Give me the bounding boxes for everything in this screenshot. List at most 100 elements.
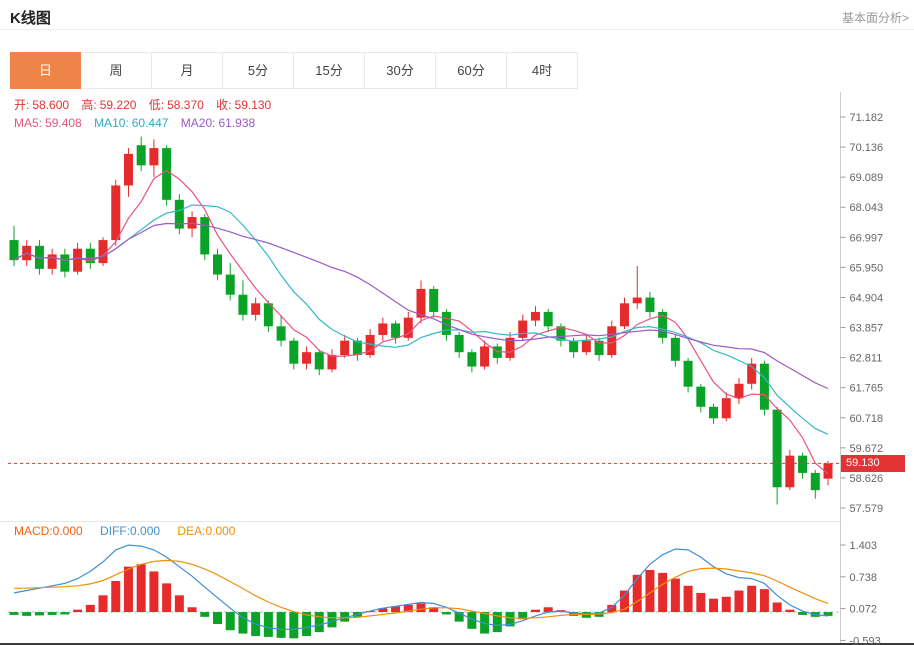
main-axis-label: 59.672 bbox=[850, 443, 884, 455]
ohlc-legend: 开: 58.600 高: 59.220 低: 58.370 收: 59.130 bbox=[14, 96, 280, 113]
macd-bar bbox=[162, 583, 172, 613]
main-axis-label: 69.089 bbox=[850, 172, 884, 184]
ma5-value: 59.408 bbox=[45, 116, 82, 130]
macd-bar bbox=[543, 607, 553, 613]
tab-month[interactable]: 月 bbox=[152, 52, 223, 89]
candle-body bbox=[289, 340, 299, 364]
candle-body bbox=[645, 297, 655, 312]
macd-bar bbox=[238, 612, 248, 634]
main-axis-label: 61.765 bbox=[850, 383, 884, 395]
macd-bar bbox=[263, 612, 273, 637]
macd-bar bbox=[492, 612, 502, 633]
candle-body bbox=[467, 352, 477, 367]
candle-body bbox=[9, 240, 19, 261]
macd-bar bbox=[785, 609, 795, 613]
main-axis-label: 66.997 bbox=[850, 232, 884, 244]
candle-body bbox=[200, 217, 210, 255]
tab-4hour[interactable]: 4时 bbox=[507, 52, 578, 89]
candle-body bbox=[480, 346, 490, 367]
candle-body bbox=[810, 472, 820, 491]
candle-body bbox=[111, 185, 121, 241]
macd-bar bbox=[187, 607, 197, 613]
macd-bar bbox=[747, 585, 757, 613]
macd-bar bbox=[709, 598, 719, 613]
dea-value-legend: DEA:0.000 bbox=[177, 524, 235, 538]
macd-bar bbox=[174, 595, 184, 613]
low-label: 低: bbox=[148, 98, 165, 112]
candle-body bbox=[620, 303, 629, 327]
candle-body bbox=[263, 303, 273, 327]
interval-tabs: 日周月 5分 15分 30分 60分 4时 bbox=[10, 52, 578, 89]
ma5-legend: MA5: 59.408 bbox=[14, 116, 82, 130]
macd-bar bbox=[772, 602, 782, 613]
macd-bar bbox=[9, 612, 19, 615]
open-legend: 开: 58.600 bbox=[14, 98, 69, 112]
candle-body bbox=[225, 274, 235, 295]
macd-axis-labels: 1.403 0.738 0.072 -0.593 bbox=[840, 540, 881, 645]
tab-60min[interactable]: 60分 bbox=[436, 52, 507, 89]
macd-bar bbox=[467, 612, 477, 629]
macd-bar bbox=[111, 580, 121, 613]
tab-30min[interactable]: 30分 bbox=[365, 52, 436, 89]
diff-line bbox=[13, 544, 829, 630]
main-axis-label: 70.136 bbox=[850, 142, 884, 154]
macd-bars-group bbox=[9, 564, 833, 639]
macd-bar bbox=[302, 612, 312, 636]
diff-label: DIFF: bbox=[100, 524, 131, 538]
tab-day[interactable]: 日 bbox=[10, 52, 81, 89]
candle-body bbox=[581, 340, 591, 353]
fundamental-analysis-link[interactable]: 基本面分析> bbox=[841, 11, 909, 25]
candle-body bbox=[123, 153, 133, 186]
macd-bar bbox=[340, 612, 350, 622]
candle-body bbox=[327, 355, 337, 370]
tab-5min[interactable]: 5分 bbox=[223, 52, 294, 89]
candle-body bbox=[734, 383, 744, 399]
macd-bar bbox=[213, 612, 222, 625]
main-axis-label: 58.626 bbox=[850, 473, 884, 485]
macd-bar bbox=[378, 608, 388, 613]
candle-body bbox=[47, 254, 57, 269]
candle-body bbox=[352, 340, 362, 356]
ma5-label: MA5: bbox=[14, 116, 43, 130]
macd-bar bbox=[47, 612, 57, 615]
macd-bar bbox=[696, 592, 706, 613]
macd-bar bbox=[620, 590, 629, 613]
candle-body bbox=[314, 352, 324, 370]
candle-body bbox=[505, 337, 515, 358]
tab-week[interactable]: 周 bbox=[81, 52, 152, 89]
candle-body bbox=[785, 455, 795, 488]
candle-body bbox=[213, 254, 222, 275]
candle-body bbox=[594, 340, 604, 356]
macd-bar bbox=[416, 603, 426, 613]
candle-body bbox=[823, 463, 833, 479]
macd-legend: MACD:0.000 DIFF: 0.000 DEA:0.000 bbox=[14, 524, 249, 538]
macd-label: MACD: bbox=[14, 524, 53, 538]
candle-body bbox=[518, 320, 528, 338]
candle-body bbox=[162, 148, 172, 200]
macd-bar bbox=[391, 606, 401, 613]
tab-15min[interactable]: 15分 bbox=[294, 52, 365, 89]
main-axis-label: 57.579 bbox=[850, 503, 884, 515]
macd-value-legend: MACD:0.000 bbox=[14, 524, 83, 538]
macd-bar bbox=[276, 612, 286, 638]
macd-bar bbox=[632, 574, 642, 613]
ma-legend: MA5: 59.408 MA10: 60.447 MA20: 61.938 bbox=[14, 116, 264, 130]
candle-body bbox=[607, 326, 617, 356]
candle-body bbox=[416, 288, 426, 318]
macd-bar bbox=[759, 589, 769, 613]
dea-value: 0.000 bbox=[205, 524, 236, 538]
candle-body bbox=[454, 334, 464, 353]
macd-bar bbox=[505, 612, 515, 627]
current-price-tag: 59.130 bbox=[841, 454, 905, 472]
macd-bar bbox=[683, 585, 693, 613]
ma10-value: 60.447 bbox=[131, 116, 169, 130]
macd-bar bbox=[60, 612, 70, 615]
macd-bar bbox=[607, 604, 617, 613]
candle-body bbox=[696, 386, 706, 407]
candle-body bbox=[798, 455, 808, 473]
macd-bar bbox=[721, 596, 731, 613]
candle-body bbox=[683, 360, 693, 387]
ma20-value: 61.938 bbox=[218, 116, 256, 130]
ma20-line bbox=[13, 222, 829, 390]
